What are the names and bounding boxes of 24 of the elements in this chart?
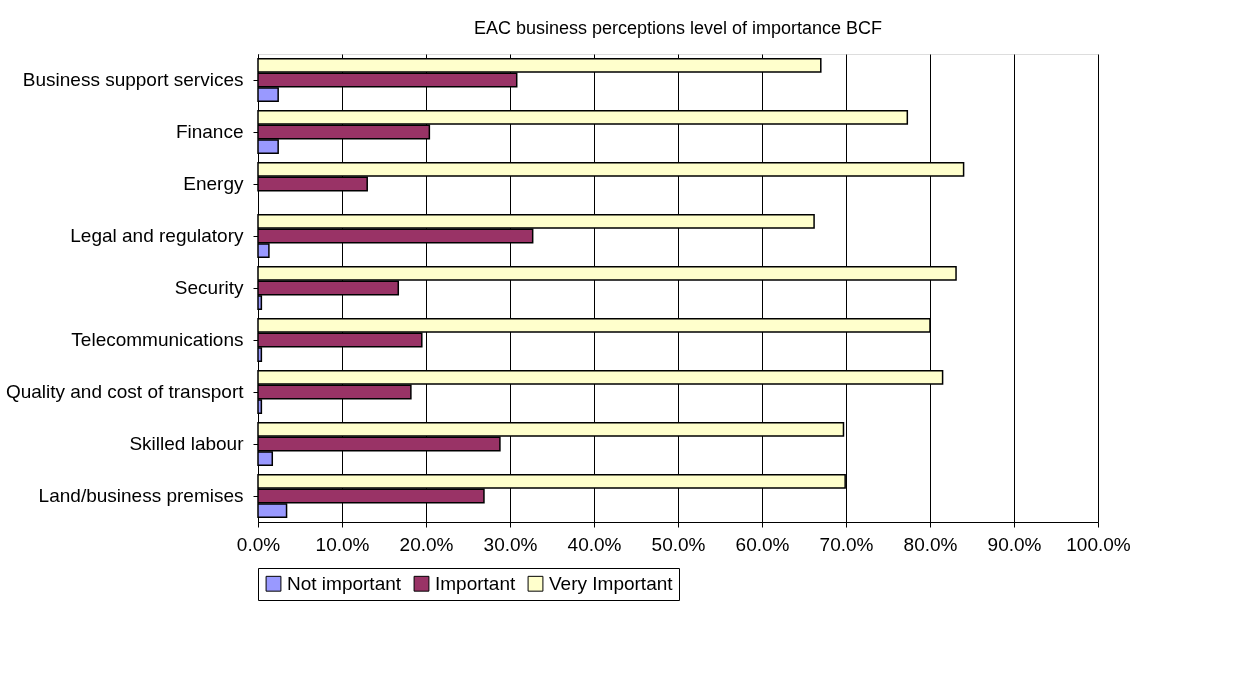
y-tick-label: Finance bbox=[175, 121, 244, 142]
legend-label: Not important bbox=[287, 572, 402, 594]
x-tick-label: 90.0% bbox=[987, 533, 1042, 555]
x-tick-label: 80.0% bbox=[903, 533, 958, 555]
legend-label: Very Important bbox=[549, 572, 674, 594]
y-tick-label: Business support services bbox=[22, 69, 244, 90]
x-tick-label: 20.0% bbox=[399, 533, 454, 555]
y-tick-label: Energy bbox=[183, 173, 244, 194]
x-tick-label: 10.0% bbox=[315, 533, 370, 555]
legend-label: Important bbox=[435, 572, 516, 594]
y-tick-label: Telecommunications bbox=[71, 329, 244, 350]
y-tick-label: Security bbox=[174, 277, 244, 298]
x-tick-label: 100.0% bbox=[1066, 533, 1131, 555]
x-tick-label: 30.0% bbox=[483, 533, 538, 555]
x-tick-label: 40.0% bbox=[567, 533, 622, 555]
y-tick-label: Legal and regulatory bbox=[70, 225, 244, 246]
y-tick-label: Skilled labour bbox=[129, 433, 245, 454]
y-tick-label: Quality and cost of transport bbox=[5, 381, 245, 402]
x-tick-label: 50.0% bbox=[651, 533, 706, 555]
y-tick-label: Land/business premises bbox=[38, 485, 244, 506]
chart-title: EAC business perceptions level of importance BCF bbox=[473, 18, 883, 38]
x-tick-label: 60.0% bbox=[735, 533, 790, 555]
x-tick-label: 0.0% bbox=[236, 533, 281, 555]
x-tick-label: 70.0% bbox=[819, 533, 874, 555]
